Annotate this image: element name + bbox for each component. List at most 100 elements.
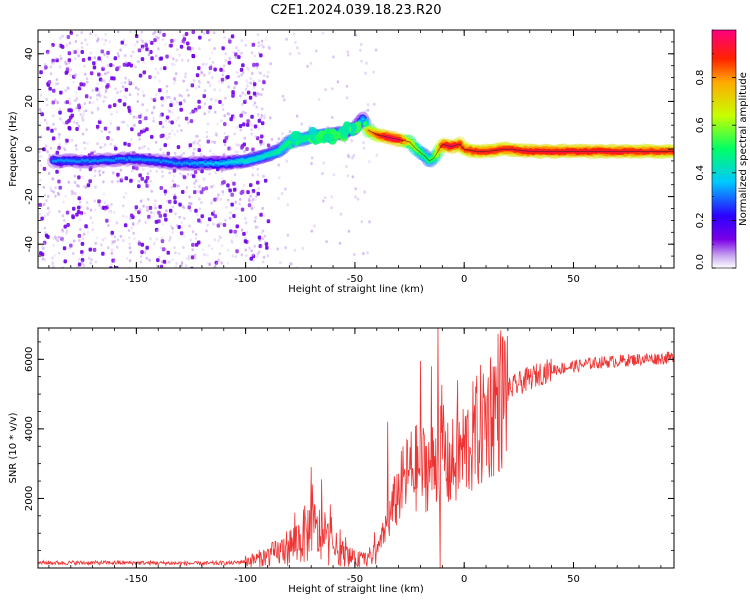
- noise-speckle: [245, 79, 248, 83]
- noise-speckle: [235, 234, 238, 238]
- noise-speckle: [163, 189, 168, 194]
- y-tick-label: -40: [24, 236, 35, 252]
- noise-speckle: [101, 37, 104, 41]
- noise-speckle: [148, 40, 151, 44]
- noise-speckle: [138, 137, 141, 141]
- noise-speckle: [119, 168, 123, 172]
- noise-speckle: [103, 201, 107, 205]
- noise-speckle: [321, 31, 325, 35]
- noise-speckle: [76, 48, 79, 52]
- noise-speckle: [133, 123, 136, 127]
- noise-speckle: [172, 168, 177, 173]
- noise-speckle: [317, 97, 321, 101]
- noise-speckle: [89, 51, 92, 55]
- noise-speckle: [233, 86, 236, 90]
- noise-speckle: [226, 248, 230, 252]
- noise-speckle: [65, 62, 68, 66]
- noise-speckle: [156, 71, 160, 75]
- ridge-segment: [122, 156, 126, 160]
- noise-speckle: [190, 255, 195, 260]
- noise-speckle: [243, 239, 248, 244]
- noise-speckle: [127, 105, 131, 110]
- noise-speckle: [61, 34, 64, 38]
- noise-speckle: [221, 103, 224, 107]
- noise-speckle: [233, 173, 237, 177]
- noise-speckle: [155, 237, 158, 241]
- noise-speckle: [261, 237, 264, 241]
- noise-speckle: [241, 63, 245, 68]
- ridge-segment: [201, 161, 205, 164]
- noise-speckle: [220, 244, 224, 248]
- noise-speckle: [79, 213, 83, 217]
- noise-speckle: [40, 154, 43, 158]
- noise-speckle: [49, 72, 53, 76]
- noise-speckle: [88, 101, 92, 105]
- ridge-segment: [101, 158, 105, 162]
- noise-speckle: [88, 167, 93, 172]
- noise-speckle: [221, 46, 225, 51]
- noise-speckle: [63, 219, 66, 222]
- noise-speckle: [180, 129, 183, 132]
- noise-speckle: [136, 60, 140, 64]
- noise-speckle: [259, 139, 263, 144]
- noise-speckle: [119, 163, 122, 167]
- ridge-segment: [248, 157, 252, 161]
- noise-speckle: [72, 80, 75, 84]
- noise-speckle: [164, 192, 167, 196]
- noise-speckle: [260, 134, 264, 139]
- noise-speckle: [309, 61, 313, 65]
- x-tick-label: -150: [125, 574, 148, 585]
- noise-speckle: [194, 256, 197, 260]
- noise-speckle: [164, 247, 168, 251]
- ridge-segment: [225, 161, 228, 164]
- noise-speckle: [150, 111, 154, 115]
- noise-speckle: [255, 105, 258, 109]
- noise-speckle: [61, 229, 65, 233]
- noise-speckle: [244, 87, 248, 91]
- noise-speckle: [179, 172, 182, 176]
- noise-speckle: [68, 247, 71, 250]
- noise-speckle: [193, 185, 196, 189]
- noise-speckle: [69, 243, 73, 248]
- noise-speckle: [266, 143, 271, 148]
- noise-speckle: [73, 181, 77, 184]
- noise-speckle: [178, 53, 181, 57]
- noise-speckle: [51, 136, 56, 141]
- noise-speckle: [161, 104, 164, 108]
- noise-speckle: [184, 75, 187, 79]
- noise-speckle: [162, 98, 165, 102]
- noise-speckle: [50, 128, 54, 133]
- noise-speckle: [255, 255, 259, 259]
- noise-speckle: [106, 50, 110, 55]
- noise-speckle: [253, 85, 256, 89]
- noise-speckle: [256, 167, 259, 171]
- noise-speckle: [55, 169, 59, 174]
- noise-speckle: [94, 260, 98, 264]
- noise-speckle: [242, 231, 246, 236]
- noise-speckle: [175, 261, 178, 265]
- noise-speckle: [78, 238, 81, 242]
- noise-speckle: [44, 199, 48, 202]
- noise-speckle: [194, 139, 197, 143]
- ridge-segment: [72, 159, 76, 163]
- noise-speckle: [257, 187, 260, 191]
- ridge-segment: [639, 149, 643, 153]
- noise-speckle: [168, 132, 171, 136]
- noise-speckle: [197, 85, 201, 89]
- noise-speckle: [84, 224, 88, 229]
- noise-speckle: [134, 34, 139, 39]
- noise-speckle: [142, 118, 145, 121]
- noise-speckle: [194, 237, 198, 240]
- y-tick-label: 20: [24, 95, 35, 108]
- noise-speckle: [84, 38, 87, 42]
- noise-speckle: [67, 58, 72, 63]
- noise-speckle: [262, 142, 265, 146]
- noise-speckle: [129, 30, 132, 34]
- noise-speckle: [89, 71, 94, 76]
- noise-speckle: [74, 144, 78, 148]
- ridge-segment: [269, 153, 273, 156]
- noise-speckle: [104, 72, 107, 76]
- noise-speckle: [81, 252, 84, 256]
- noise-speckle: [80, 50, 84, 54]
- noise-speckle: [159, 246, 163, 250]
